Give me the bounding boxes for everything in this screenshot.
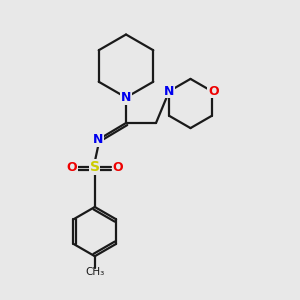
- Text: O: O: [208, 85, 219, 98]
- Text: CH₃: CH₃: [85, 267, 104, 277]
- Text: N: N: [164, 85, 174, 98]
- Text: S: S: [90, 160, 100, 174]
- Text: O: O: [66, 160, 77, 174]
- Text: N: N: [93, 133, 103, 146]
- Text: N: N: [121, 91, 131, 104]
- Text: O: O: [112, 160, 123, 174]
